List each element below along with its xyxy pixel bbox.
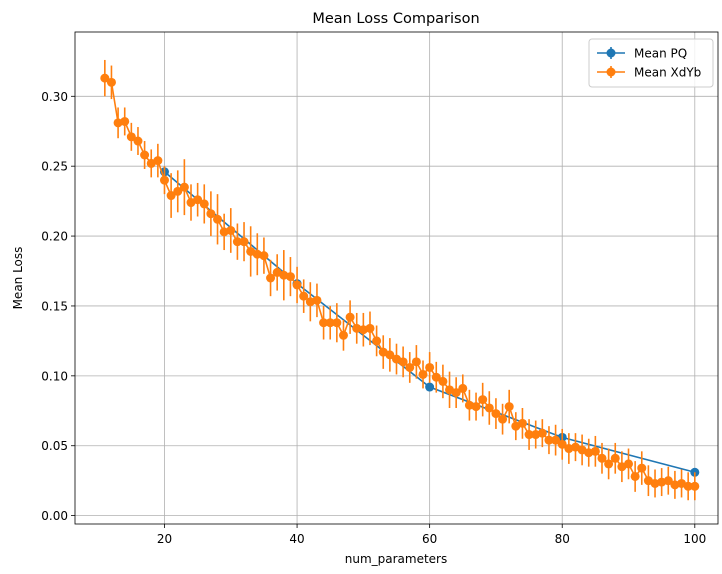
- data-point: [405, 362, 415, 372]
- y-tick-label: 0.10: [41, 369, 68, 383]
- data-point: [537, 428, 547, 438]
- data-point: [153, 156, 163, 166]
- data-point: [438, 376, 448, 386]
- y-tick-label: 0.25: [41, 160, 68, 174]
- data-point: [365, 323, 375, 333]
- data-point: [332, 318, 342, 328]
- legend-label: Mean XdYb: [634, 66, 701, 80]
- data-point: [239, 237, 249, 247]
- data-point: [140, 150, 150, 160]
- data-point: [690, 481, 700, 491]
- x-tick-label: 60: [422, 532, 437, 546]
- data-point: [206, 209, 216, 219]
- y-axis-label: Mean Loss: [11, 247, 25, 310]
- data-point: [259, 251, 269, 261]
- x-tick-label: 80: [555, 532, 570, 546]
- data-point: [398, 357, 408, 367]
- legend: Mean PQ Mean XdYb: [588, 38, 714, 88]
- data-point: [683, 481, 693, 491]
- data-point: [478, 395, 488, 405]
- data-point: [431, 372, 441, 382]
- data-point: [498, 414, 508, 424]
- data-point: [285, 272, 295, 282]
- data-point: [637, 463, 647, 473]
- data-point: [630, 471, 640, 481]
- data-point: [133, 136, 143, 146]
- data-point: [484, 403, 494, 413]
- data-point: [232, 237, 242, 247]
- data-point: [544, 435, 554, 445]
- x-axis-label: num_parameters: [345, 552, 448, 566]
- data-point: [385, 350, 395, 360]
- data-point: [458, 383, 468, 393]
- data-point: [604, 459, 614, 469]
- data-point: [213, 214, 223, 224]
- data-point: [610, 453, 620, 463]
- data-point: [312, 295, 322, 305]
- data-point: [319, 318, 329, 328]
- data-point: [418, 369, 428, 379]
- y-tick-label: 0.30: [41, 90, 68, 104]
- data-point: [173, 186, 183, 196]
- data-point: [106, 77, 116, 87]
- data-point: [292, 280, 302, 290]
- data-point: [100, 73, 110, 83]
- data-point: [590, 446, 600, 456]
- data-point: [226, 225, 236, 235]
- legend-box: [588, 38, 714, 88]
- data-point: [266, 273, 276, 283]
- legend-marker: [606, 67, 616, 77]
- data-point: [411, 357, 421, 367]
- data-point: [193, 195, 203, 205]
- data-point: [551, 435, 561, 445]
- data-point: [325, 318, 335, 328]
- data-point: [166, 191, 176, 201]
- data-point: [179, 182, 189, 192]
- data-point: [120, 116, 130, 126]
- legend-label: Mean PQ: [634, 47, 687, 61]
- data-point: [425, 362, 435, 372]
- y-tick-label: 0.20: [41, 230, 68, 244]
- ticks: 20 40 60 80 100 0.00 0.05 0.10 0.15 0.20 0.25 0.30: [41, 90, 706, 546]
- data-point: [299, 291, 309, 301]
- data-point: [199, 199, 209, 209]
- data-point: [451, 388, 461, 398]
- x-tick-label: 20: [157, 532, 172, 546]
- data-point: [624, 459, 634, 469]
- data-point: [471, 402, 481, 412]
- x-tick-label: 100: [683, 532, 706, 546]
- data-point: [504, 402, 514, 412]
- data-point: [372, 336, 382, 346]
- data-point: [491, 409, 501, 419]
- data-point: [524, 430, 534, 440]
- y-tick-label: 0.05: [41, 439, 68, 453]
- y-tick-label: 0.00: [41, 509, 68, 523]
- data-point: [126, 132, 136, 142]
- data-point: [517, 418, 527, 428]
- data-point: [663, 476, 673, 486]
- x-tick-label: 40: [289, 532, 304, 546]
- data-point: [345, 312, 355, 322]
- data-point: [597, 453, 607, 463]
- data-point: [338, 330, 348, 340]
- series-layer: [100, 59, 700, 501]
- data-point: [425, 382, 435, 392]
- data-point: [557, 439, 567, 449]
- series-1: [100, 59, 700, 501]
- legend-marker: [606, 48, 616, 58]
- y-tick-label: 0.15: [41, 299, 68, 313]
- chart-title: Mean Loss Comparison: [312, 11, 479, 27]
- plot-frame: [74, 31, 719, 525]
- data-point: [159, 175, 169, 185]
